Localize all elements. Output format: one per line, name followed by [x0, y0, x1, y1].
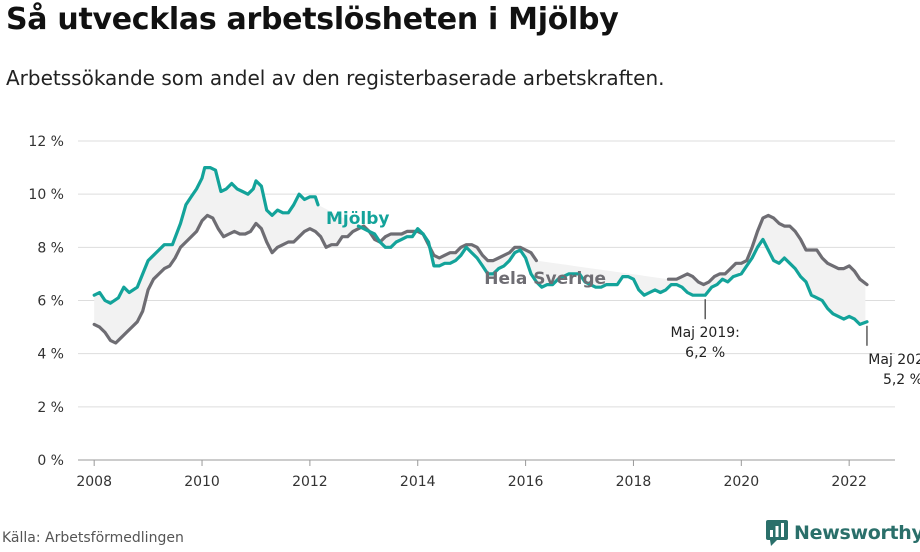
series-label-hela-sverige: Hela Sverige — [484, 269, 606, 289]
x-tick-label: 2016 — [508, 474, 544, 490]
chart-title: Så utvecklas arbetslösheten i Mjölby — [6, 2, 619, 37]
y-tick-label: 8 % — [37, 240, 64, 256]
x-tick-label: 2020 — [723, 474, 759, 490]
chart-subtitle: Arbetssökande som andel av den registerb… — [6, 66, 665, 90]
annotation-date-maj-2022: Maj 2022: — [868, 352, 920, 368]
x-tick-label: 2018 — [616, 474, 652, 490]
x-tick-label: 2022 — [831, 474, 867, 490]
x-tick-label: 2014 — [400, 474, 436, 490]
annotation-value-maj-2019: 6,2 % — [685, 345, 725, 361]
y-tick-label: 2 % — [37, 400, 64, 416]
y-tick-label: 0 % — [37, 453, 64, 469]
x-tick-label: 2008 — [76, 474, 112, 490]
y-tick-label: 6 % — [37, 294, 64, 310]
line-chart: 0 % 2 % 4 % 6 % 8 % 10 % 12 % 2008 2010 2012 2014 2… — [28, 134, 920, 490]
brand-name: Newsworthy — [794, 522, 920, 544]
annotation-value-maj-2022: 5,2 % — [883, 372, 920, 388]
y-tick-label: 12 % — [28, 134, 64, 150]
series-line-mjolby — [356, 224, 869, 326]
brand-logo: Newsworthy — [766, 518, 920, 548]
series-label-mjolby: Mjölby — [326, 209, 390, 229]
chart-bubble-icon — [766, 520, 788, 546]
series-line-hela-sverige — [92, 213, 539, 345]
x-tick-label: 2012 — [292, 474, 328, 490]
series-line-hela-sverige — [666, 213, 869, 287]
difference-band — [94, 167, 866, 344]
annotation-date-maj-2019: Maj 2019: — [671, 325, 740, 341]
x-tick-label: 2010 — [184, 474, 220, 490]
y-tick-label: 10 % — [28, 187, 64, 203]
source-note: Källa: Arbetsförmedlingen — [2, 530, 184, 546]
series-line-mjolby — [92, 166, 320, 305]
y-tick-label: 4 % — [37, 347, 64, 363]
